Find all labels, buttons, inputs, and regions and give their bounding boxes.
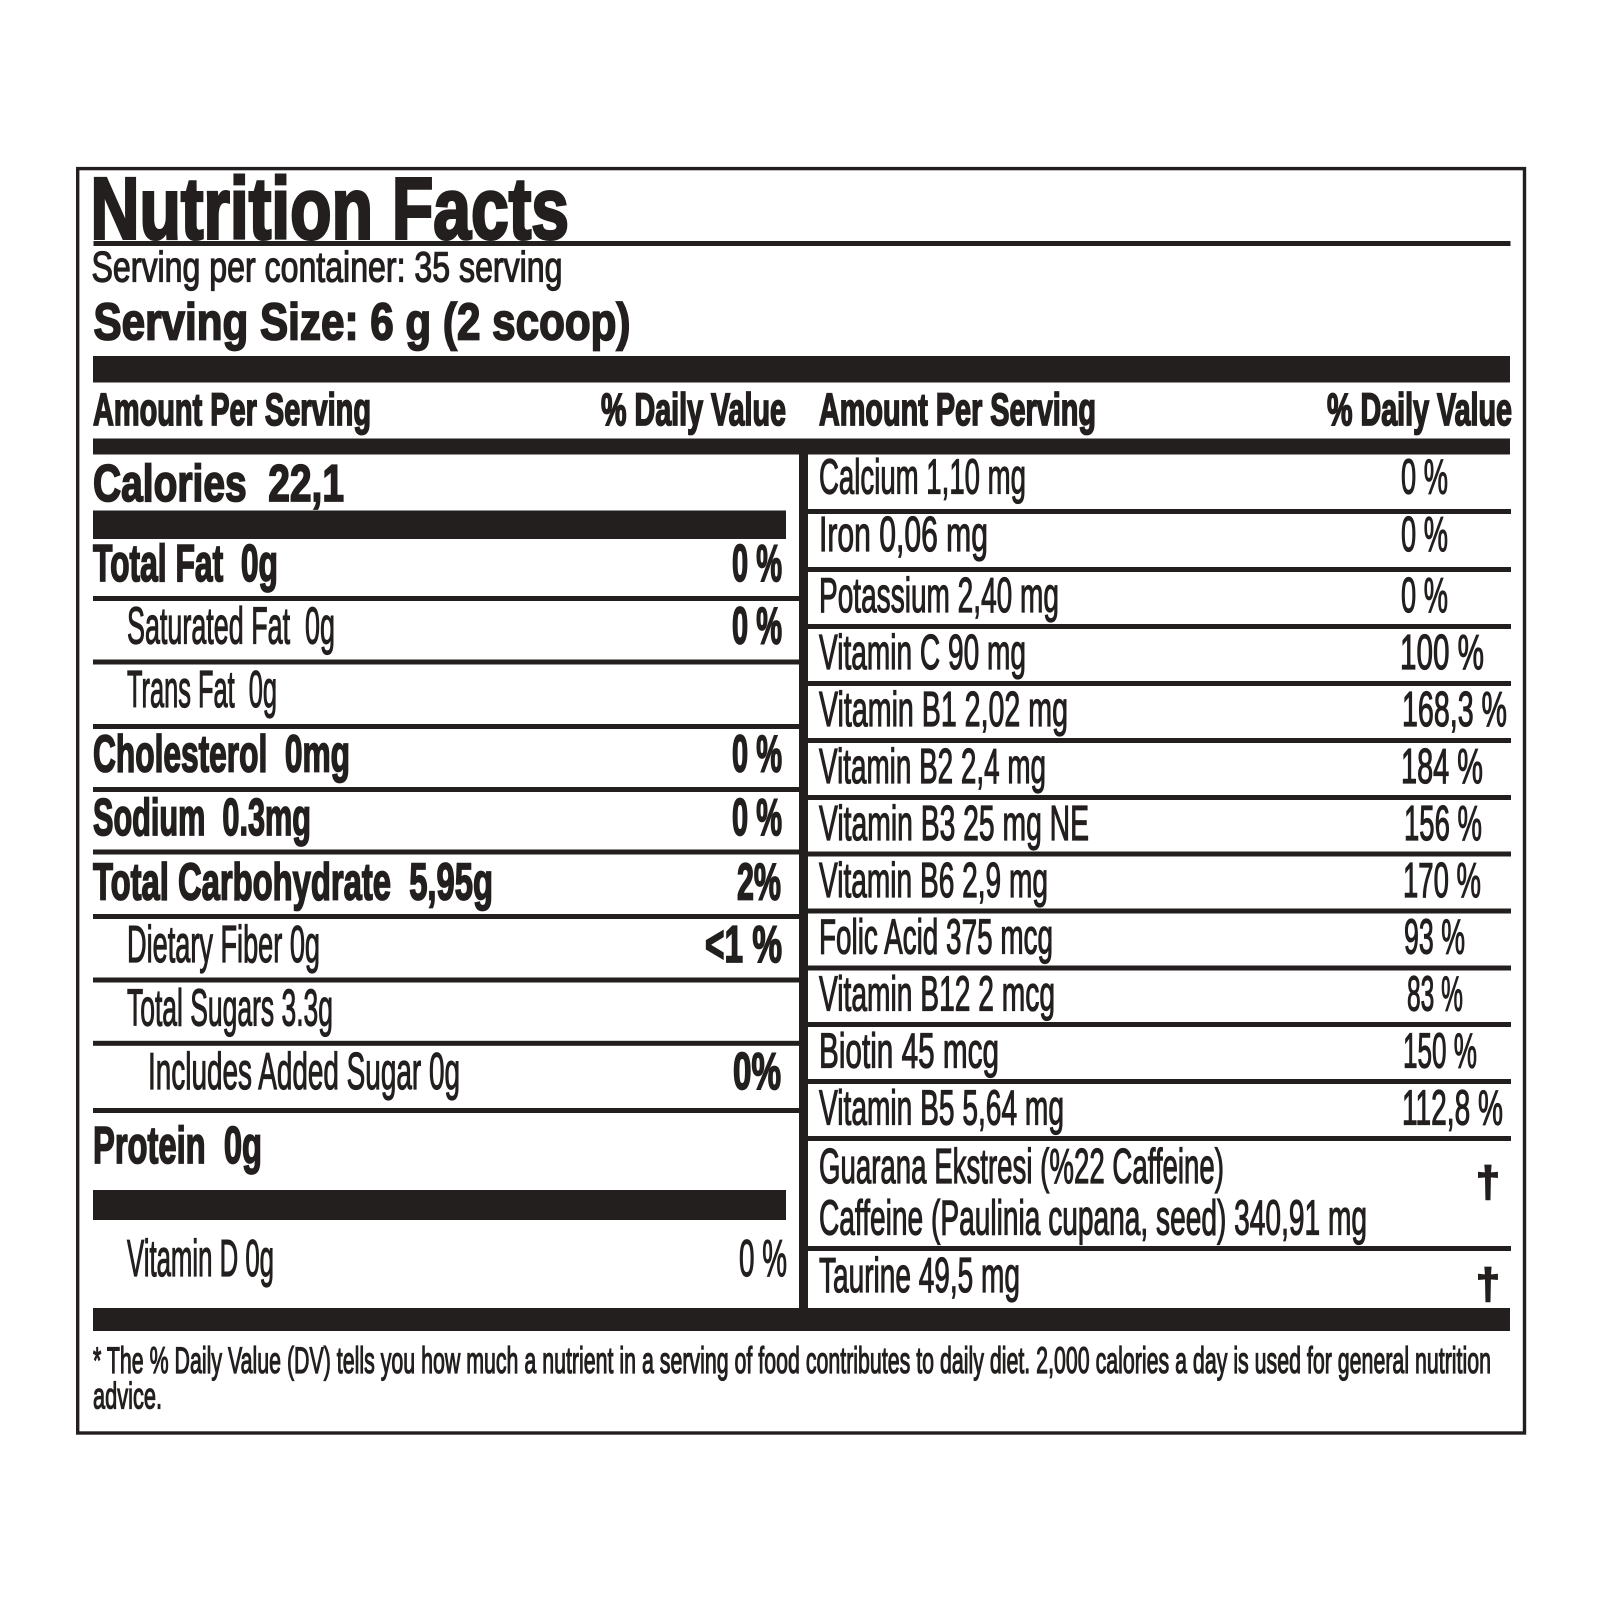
svg-text:Total Carbohydrate 5,95g: Total Carbohydrate 5,95g [93,854,493,912]
svg-text:0 %: 0 % [732,726,782,784]
svg-text:0 %: 0 % [1401,450,1448,505]
svg-text:0 %: 0 % [732,598,782,656]
svg-text:0 %: 0 % [732,789,782,847]
svg-text:184 %: 184 % [1401,739,1483,794]
svg-text:0 %: 0 % [1401,507,1448,562]
svg-text:Calcium 1,10 mg: Calcium 1,10 mg [819,450,1026,505]
svg-text:83 %: 83 % [1407,967,1463,1022]
svg-text:93 %: 93 % [1404,910,1465,965]
svg-text:Includes Added Sugar 0g: Includes Added Sugar 0g [148,1043,460,1101]
svg-text:Amount Per Serving: Amount Per Serving [819,384,1096,435]
svg-text:Vitamin B2 2,4 mg: Vitamin B2 2,4 mg [819,739,1046,794]
svg-text:†: † [1476,1260,1500,1308]
svg-text:Cholesterol 0mg: Cholesterol 0mg [93,726,350,784]
svg-text:Folic Acid 375 mcg: Folic Acid 375 mcg [819,910,1053,965]
svg-text:156 %: 156 % [1404,796,1482,851]
svg-text:Potassium 2,40 mg: Potassium 2,40 mg [819,568,1059,623]
svg-text:Vitamin B5 5,64 mg: Vitamin B5 5,64 mg [819,1081,1064,1136]
svg-text:Vitamin D 0g: Vitamin D 0g [127,1230,274,1288]
svg-text:Biotin 45 mcg: Biotin 45 mcg [819,1024,999,1079]
svg-text:Iron 0,06 mg: Iron 0,06 mg [819,507,988,562]
svg-text:Dietary Fiber 0g: Dietary Fiber 0g [127,916,320,974]
svg-text:Total Sugars 3.3g: Total Sugars 3.3g [127,980,333,1038]
svg-text:Taurine 49,5 mg: Taurine 49,5 mg [819,1248,1020,1303]
svg-text:Caffeine (Paulinia cupana, see: Caffeine (Paulinia cupana, seed) 340,91 … [819,1191,1367,1246]
svg-text:Sodium 0.3mg: Sodium 0.3mg [93,789,311,847]
svg-text:Calories 22,1: Calories 22,1 [93,455,344,513]
svg-text:Vitamin B6 2,9 mg: Vitamin B6 2,9 mg [819,853,1048,908]
svg-text:0 %: 0 % [732,535,782,593]
svg-text:Amount Per Serving: Amount Per Serving [93,384,371,435]
svg-text:Vitamin B12 2 mcg: Vitamin B12 2 mcg [819,967,1055,1022]
svg-text:Vitamin B1 2,02 mg: Vitamin B1 2,02 mg [819,682,1068,737]
svg-text:168,3 %: 168,3 % [1402,682,1507,737]
svg-text:150 %: 150 % [1403,1024,1477,1079]
svg-text:Saturated Fat 0g: Saturated Fat 0g [127,598,335,656]
svg-text:170 %: 170 % [1403,853,1481,908]
svg-text:Trans Fat 0g: Trans Fat 0g [127,661,277,719]
svg-text:†: † [1476,1158,1500,1206]
svg-text:Vitamin C 90 mg: Vitamin C 90 mg [819,625,1026,680]
svg-text:112,8 %: 112,8 % [1402,1081,1503,1136]
svg-text:0 %: 0 % [1401,568,1448,623]
svg-text:100 %: 100 % [1400,625,1484,680]
svg-text:0 %: 0 % [739,1230,787,1288]
svg-text:0%: 0% [733,1043,781,1101]
svg-text:* The % Daily Value (DV) tells: * The % Daily Value (DV) tells you how m… [93,1340,1491,1381]
svg-text:<1 %: <1 % [705,916,782,974]
svg-text:Vitamin B3 25 mg NE: Vitamin B3 25 mg NE [819,796,1089,851]
svg-text:Protein 0g: Protein 0g [93,1117,262,1175]
svg-text:Total Fat 0g: Total Fat 0g [93,535,278,593]
svg-text:Guarana Ekstresi (%22 Caffeine: Guarana Ekstresi (%22 Caffeine) [819,1139,1224,1194]
svg-text:2%: 2% [737,854,781,912]
svg-text:advice.: advice. [93,1376,162,1417]
svg-text:% Daily Value: % Daily Value [601,384,786,435]
svg-text:% Daily Value: % Daily Value [1327,384,1512,435]
svg-text:Serving Size: 6 g (2 scoop): Serving Size: 6 g (2 scoop) [94,293,631,351]
svg-text:Serving per container: 35 serv: Serving per container: 35 serving [92,245,563,292]
